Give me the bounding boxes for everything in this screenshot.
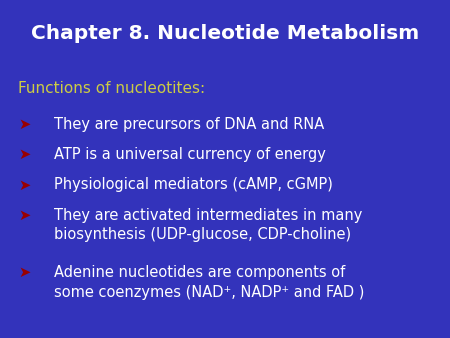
Text: Adenine nucleotides are components of
some coenzymes (NAD⁺, NADP⁺ and FAD ): Adenine nucleotides are components of so… [54,265,364,299]
Text: Functions of nucleotites:: Functions of nucleotites: [18,81,205,96]
Text: ➤: ➤ [18,147,30,162]
Text: ➤: ➤ [18,265,30,280]
Text: ATP is a universal currency of energy: ATP is a universal currency of energy [54,147,326,162]
Text: ➤: ➤ [18,117,30,131]
Text: Chapter 8. Nucleotide Metabolism: Chapter 8. Nucleotide Metabolism [31,24,419,43]
Text: Physiological mediators (cAMP, cGMP): Physiological mediators (cAMP, cGMP) [54,177,333,192]
Text: They are precursors of DNA and RNA: They are precursors of DNA and RNA [54,117,324,131]
Text: ➤: ➤ [18,177,30,192]
Text: They are activated intermediates in many
biosynthesis (UDP-glucose, CDP-choline): They are activated intermediates in many… [54,208,362,242]
Text: ➤: ➤ [18,208,30,223]
